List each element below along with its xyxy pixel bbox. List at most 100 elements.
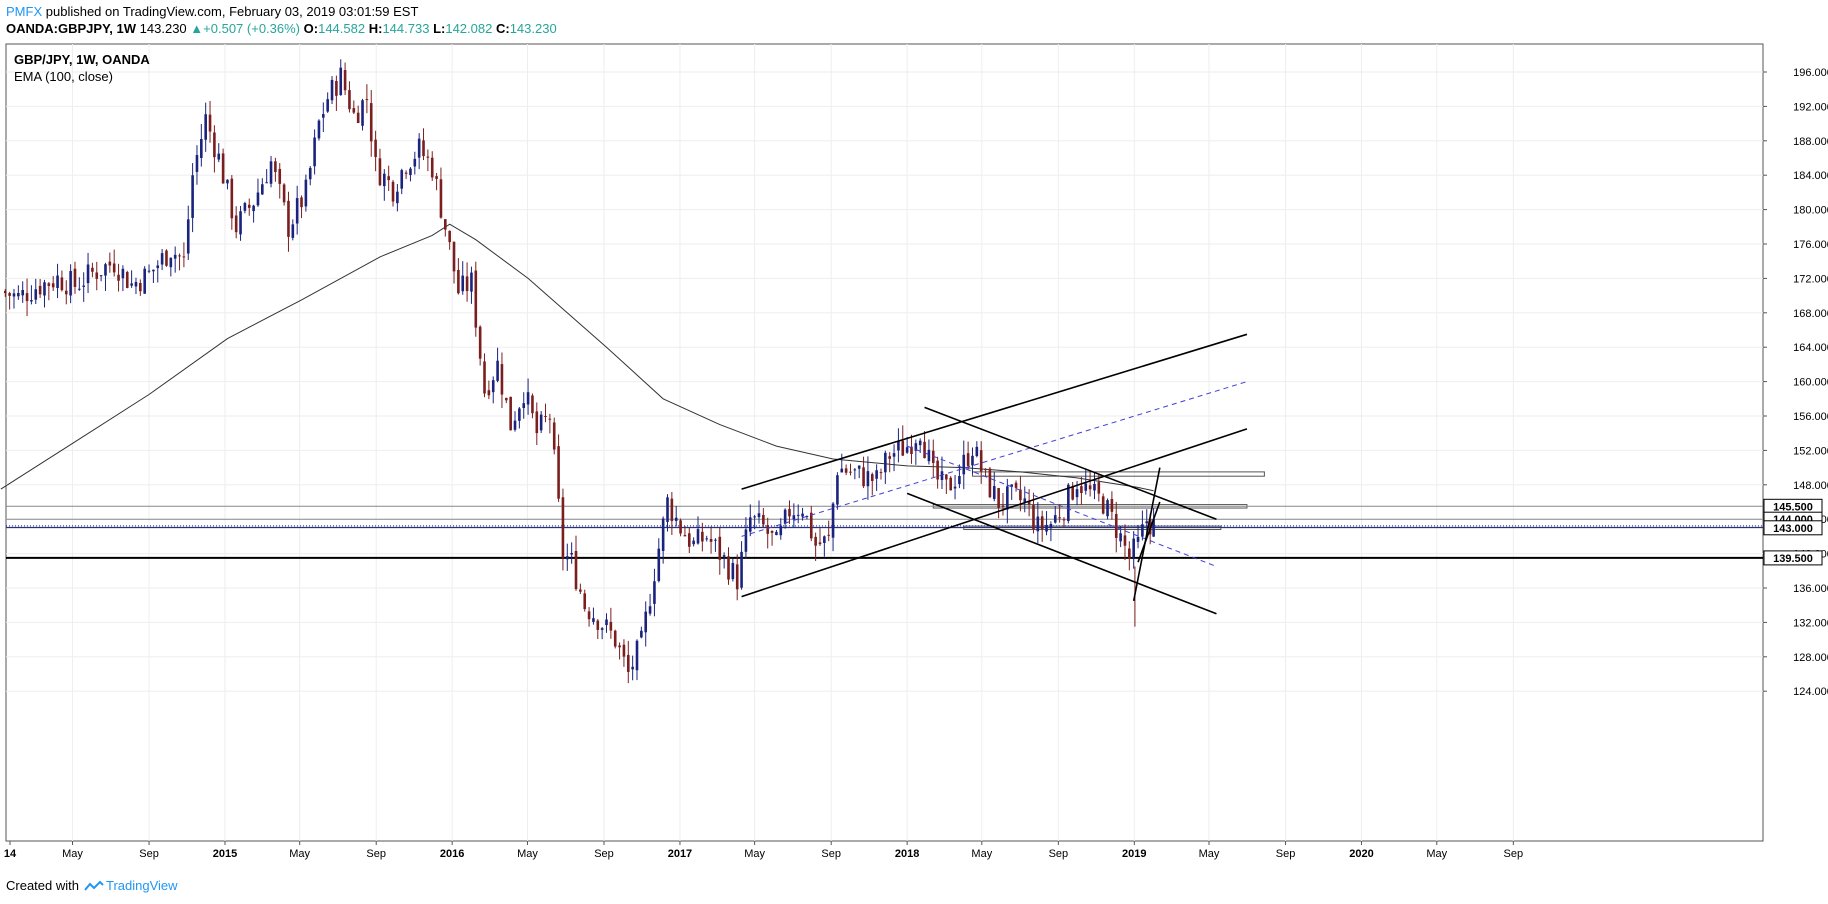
candle-down [457, 269, 460, 294]
candle-up [779, 525, 783, 536]
candle-down [587, 611, 591, 620]
candle-up [330, 79, 334, 101]
candle-down [500, 364, 504, 395]
candle-up [317, 120, 321, 139]
candle-up [239, 211, 242, 235]
candle-up [640, 630, 643, 638]
candle-up [252, 205, 255, 212]
candle-up [674, 517, 678, 521]
candle-up [69, 271, 72, 296]
tradingview-logo-icon[interactable] [84, 880, 104, 892]
y-tick-label: 192.000 [1793, 101, 1828, 113]
candle-up [853, 469, 857, 471]
candle-down [879, 472, 883, 474]
candle-down [626, 654, 630, 672]
tradingview-brand-link[interactable]: TradingView [105, 878, 178, 893]
candle-down [679, 520, 682, 534]
candle-up [975, 446, 979, 457]
candle-up [204, 114, 207, 140]
candle-up [1132, 538, 1135, 558]
y-tick-label: 160.000 [1793, 377, 1828, 389]
price-levels [6, 505, 1763, 559]
candle-up [905, 447, 909, 453]
candle-up [513, 420, 517, 430]
candle-up [322, 114, 325, 118]
candle-down [165, 250, 168, 266]
candle-down [1027, 501, 1031, 505]
channel-boundary-line[interactable] [1137, 501, 1161, 563]
y-tick-label: 164.000 [1793, 342, 1828, 354]
y-tick-label: 156.000 [1793, 411, 1828, 423]
candle-down [727, 556, 730, 580]
x-tick-label: Sep [1276, 848, 1296, 860]
channel-midline[interactable] [906, 445, 1217, 567]
candle-down [997, 488, 1000, 508]
footer: Created with TradingView [6, 878, 178, 893]
candle-down [505, 397, 508, 401]
candle-up [265, 182, 268, 184]
candle-up [396, 191, 399, 204]
candle-down [278, 168, 282, 184]
candle-up [409, 168, 412, 175]
candle-down [1071, 486, 1074, 500]
candle-up [831, 503, 835, 538]
candle-up [526, 392, 530, 405]
candle-up [897, 440, 900, 451]
candle-down [352, 108, 356, 113]
chart-pane-border [5, 43, 1764, 842]
candle-up [805, 515, 809, 517]
x-tick-label: May [62, 848, 83, 860]
channel-boundary-line[interactable] [1132, 467, 1161, 602]
publisher-name[interactable]: PMFX [6, 4, 43, 19]
candle-down [465, 276, 469, 292]
candle-up [496, 360, 499, 381]
candle-up [226, 179, 229, 184]
y-tick-label: 128.000 [1793, 652, 1828, 664]
x-tick-label: May [1199, 848, 1220, 860]
channel-boundary-line[interactable] [906, 492, 1217, 615]
channel-boundary-line[interactable] [924, 406, 1217, 520]
price-axis[interactable]: 124.000128.000132.000136.000140.000144.0… [1763, 67, 1828, 698]
x-tick-label: Sep [821, 848, 841, 860]
candle-down [247, 204, 251, 208]
candle-up [631, 666, 634, 670]
x-tick-label: 14 [4, 848, 17, 860]
candle-up [461, 275, 465, 292]
candle-up [1145, 521, 1149, 524]
candle-down [1101, 496, 1105, 514]
candle-down [117, 274, 120, 281]
candle-down [208, 114, 212, 132]
price-label-box [1763, 550, 1823, 566]
y-tick-label: 196.000 [1793, 67, 1828, 79]
candle-up [722, 555, 726, 557]
candle-up [217, 153, 221, 160]
price-label: 139.500 [1773, 553, 1813, 565]
candle-down [622, 644, 626, 657]
y-tick-label: 188.000 [1793, 136, 1828, 148]
trendlines[interactable] [741, 333, 1248, 615]
candle-up [1106, 500, 1109, 517]
low-label: L: [433, 21, 446, 36]
channel-midline[interactable] [741, 381, 1248, 537]
candle-down [809, 512, 813, 539]
x-tick-label: Sep [1049, 848, 1069, 860]
candle-up [243, 203, 247, 211]
candle-down [439, 179, 443, 218]
candle-down [182, 256, 186, 258]
indicator-legend[interactable]: EMA (100, close) [14, 69, 113, 84]
candle-up [1023, 498, 1027, 503]
candle-up [953, 486, 957, 489]
candle-down [435, 176, 438, 179]
candle-down [73, 268, 77, 287]
candle-down [618, 645, 621, 648]
candle-up [1049, 523, 1053, 529]
channel-boundary-line[interactable] [741, 428, 1248, 598]
x-tick-label: 2017 [668, 848, 692, 860]
price-label: 143.000 [1773, 523, 1813, 535]
candle-up [308, 167, 312, 180]
candle-up [160, 253, 164, 265]
x-tick-label: Sep [366, 848, 386, 860]
time-axis[interactable]: 14 May Sep 2015 May Sep 2016 May Sep 2017 May Sep 20… [4, 841, 1523, 860]
channel-boundary-line[interactable] [741, 333, 1248, 490]
